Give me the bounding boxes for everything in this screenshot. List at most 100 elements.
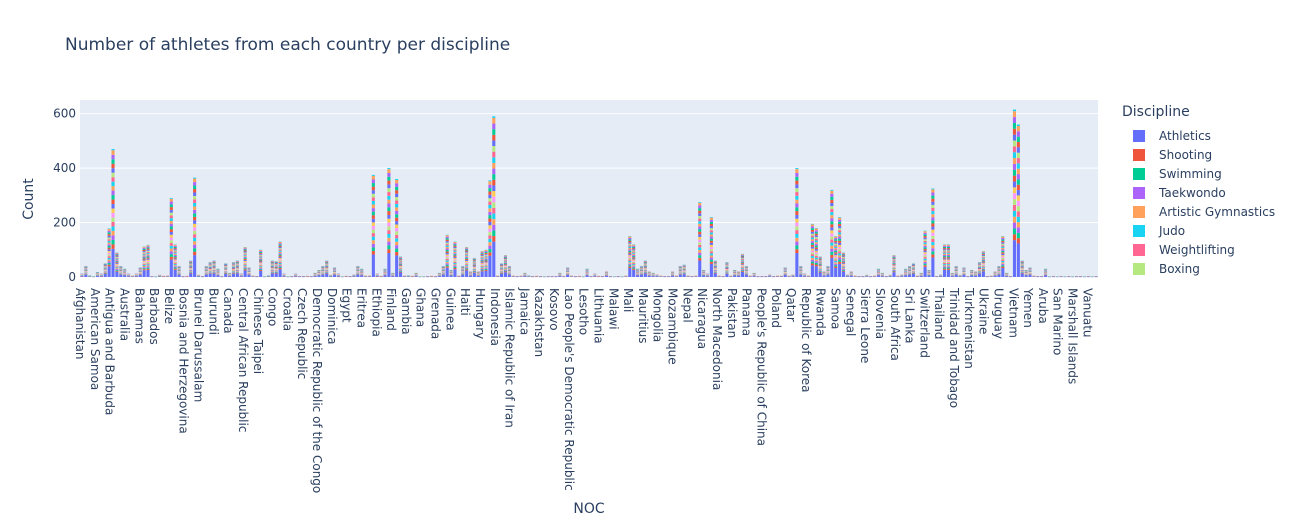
bar-segment: [480, 252, 484, 254]
bar-segment: [981, 259, 985, 261]
bar-segment: [628, 265, 632, 267]
bar-segment: [977, 268, 982, 269]
bar-segment: [115, 254, 119, 256]
bar-segment: [270, 267, 274, 268]
bar-segment: [484, 250, 488, 252]
bar-segment: [923, 244, 927, 246]
bar-segment: [740, 262, 745, 264]
legend-item[interactable]: Weightlifting: [1122, 240, 1275, 259]
bar-segment: [231, 263, 236, 264]
bar-segment: [632, 244, 636, 246]
bar-segment: [942, 260, 947, 262]
legend: Discipline Athletics Shooting Swimming Taek…: [1122, 104, 1275, 278]
bar-segment: [465, 268, 469, 270]
bar-segment: [830, 248, 834, 252]
bar-segment: [325, 261, 329, 263]
bar-segment: [278, 255, 282, 257]
bar-segment: [472, 268, 476, 269]
bar-segment: [810, 231, 814, 234]
bar-segment: [923, 261, 927, 264]
bar-segment: [628, 262, 632, 264]
bar-segment: [628, 250, 632, 253]
bar-segment: [795, 214, 799, 219]
bar-segment: [480, 268, 484, 270]
bar-segment: [465, 258, 469, 260]
bar-segment: [830, 230, 834, 234]
bar-segment: [1016, 184, 1020, 191]
bar-segment: [814, 230, 818, 232]
bar-segment: [115, 267, 119, 269]
bar-segment: [1016, 195, 1020, 201]
bar-segment: [259, 264, 263, 266]
bar-segment: [1020, 260, 1024, 262]
bar-segment: [278, 256, 282, 259]
bar-segment: [111, 195, 115, 200]
bar-segment: [834, 268, 838, 277]
legend-item[interactable]: Shooting: [1122, 145, 1275, 164]
bar-segment: [923, 245, 927, 248]
bar-segment: [488, 248, 492, 253]
bar-segment: [826, 274, 830, 277]
bar-segment: [670, 275, 675, 277]
bar-segment: [453, 249, 457, 251]
bar-segment: [453, 265, 457, 267]
bar-segment: [325, 269, 329, 271]
bar-segment: [395, 179, 399, 184]
bar-segment: [1012, 146, 1017, 153]
bar-segment: [643, 268, 647, 269]
bar-segment: [814, 261, 818, 263]
bar-segment: [946, 251, 950, 253]
legend-item[interactable]: Taekwondo: [1122, 183, 1275, 202]
bar-segment: [146, 264, 150, 266]
bar-segment: [142, 252, 146, 254]
bar-segment: [981, 267, 985, 269]
legend-label: Weightlifting: [1159, 242, 1235, 257]
bar-segment: [480, 256, 484, 258]
bar-segment: [115, 265, 119, 267]
bar-segment: [453, 253, 457, 255]
bar-segment: [713, 272, 717, 273]
legend-item[interactable]: Judo: [1122, 221, 1275, 240]
bar-segment: [981, 258, 985, 260]
bar-segment: [107, 257, 111, 260]
bar-segment: [838, 228, 842, 231]
x-tick-label: Mauritius: [636, 288, 650, 343]
bar-segment: [208, 266, 212, 267]
bar-segment: [115, 259, 119, 261]
bar-segment: [325, 264, 329, 265]
bar-segment: [892, 265, 896, 267]
bar-segment: [274, 261, 278, 262]
bar-segment: [503, 269, 508, 271]
bar-segment: [981, 265, 985, 267]
x-tick-label: Rwanda: [814, 288, 828, 336]
bar-segment: [713, 272, 717, 274]
bar-segment: [119, 274, 123, 277]
bar-segment: [484, 255, 488, 257]
bar-segment: [259, 260, 263, 262]
bar-segment: [274, 268, 278, 270]
bar-segment: [414, 276, 418, 277]
bar-segment: [193, 209, 197, 214]
legend-item[interactable]: Swimming: [1122, 164, 1275, 183]
bar-segment: [740, 258, 745, 259]
bar-segment: [643, 270, 647, 272]
bar-segment: [274, 263, 278, 264]
bar-segment: [278, 261, 282, 264]
bar-segment: [1012, 117, 1017, 123]
bar-segment: [946, 257, 950, 259]
legend-item[interactable]: Athletics: [1122, 126, 1275, 145]
bar-segment: [476, 275, 480, 277]
bar-segment: [212, 269, 216, 270]
bar-segment: [212, 267, 216, 269]
legend-item[interactable]: Boxing: [1122, 259, 1275, 278]
bar-segment: [325, 263, 329, 265]
bar-segment: [465, 251, 469, 253]
x-tick-label: Poland: [769, 288, 783, 328]
bar-segment: [795, 180, 799, 185]
bar-segment: [737, 275, 741, 277]
bar-segment: [270, 267, 274, 269]
legend-item[interactable]: Artistic Gymnastics: [1122, 202, 1275, 221]
bar-segment: [1012, 222, 1017, 229]
bar-segment: [371, 174, 375, 176]
bar-segment: [841, 253, 846, 255]
